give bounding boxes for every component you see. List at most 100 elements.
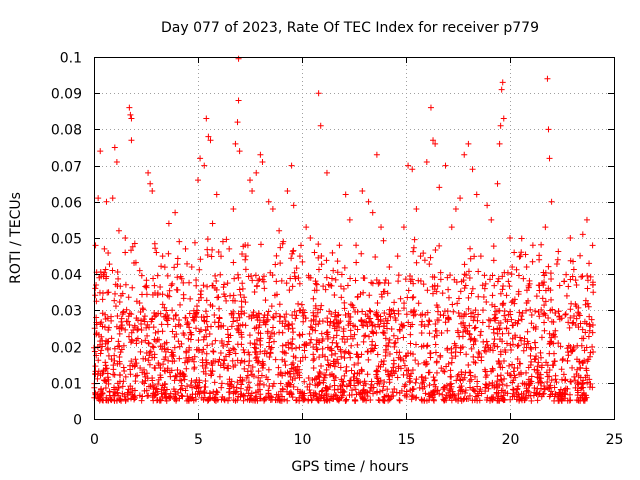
data-point bbox=[382, 276, 389, 283]
data-point bbox=[341, 305, 348, 312]
data-point bbox=[214, 389, 221, 396]
data-point bbox=[112, 303, 119, 310]
data-point bbox=[361, 318, 368, 325]
data-point bbox=[359, 187, 366, 194]
data-point bbox=[572, 377, 579, 384]
data-point bbox=[337, 283, 344, 290]
data-point bbox=[277, 244, 284, 251]
data-point bbox=[234, 119, 241, 126]
data-point bbox=[473, 393, 480, 400]
data-point bbox=[455, 397, 462, 404]
data-point bbox=[536, 287, 543, 294]
data-point bbox=[159, 301, 166, 308]
data-point bbox=[310, 357, 317, 364]
data-point bbox=[150, 324, 157, 331]
data-point bbox=[370, 347, 377, 354]
data-point bbox=[570, 266, 577, 273]
data-point bbox=[168, 282, 175, 289]
data-point bbox=[441, 386, 448, 393]
data-point bbox=[212, 272, 219, 279]
data-point bbox=[163, 307, 170, 314]
data-point bbox=[507, 342, 514, 349]
data-point bbox=[238, 298, 245, 305]
data-point bbox=[544, 75, 551, 82]
data-point bbox=[142, 283, 149, 290]
data-point bbox=[582, 301, 589, 308]
data-point bbox=[179, 385, 186, 392]
data-point bbox=[137, 348, 144, 355]
data-point bbox=[164, 311, 171, 318]
data-point bbox=[315, 321, 322, 328]
data-point bbox=[494, 378, 501, 385]
data-point bbox=[343, 396, 350, 403]
data-point bbox=[209, 282, 216, 289]
data-point bbox=[538, 364, 545, 371]
data-point bbox=[147, 348, 154, 355]
x-tick-label: 0 bbox=[90, 432, 99, 448]
data-point bbox=[366, 307, 373, 314]
data-point bbox=[566, 324, 573, 331]
data-point bbox=[226, 245, 233, 252]
data-point bbox=[234, 317, 241, 324]
data-point bbox=[499, 79, 506, 86]
data-point bbox=[351, 396, 358, 403]
data-point bbox=[254, 359, 261, 366]
data-point bbox=[481, 347, 488, 354]
data-point bbox=[547, 382, 554, 389]
data-point bbox=[386, 379, 393, 386]
data-point bbox=[209, 246, 216, 253]
data-point bbox=[368, 279, 375, 286]
data-point bbox=[448, 380, 455, 387]
data-point bbox=[461, 261, 468, 268]
data-point bbox=[375, 363, 382, 370]
data-point bbox=[245, 273, 252, 280]
data-point bbox=[312, 390, 319, 397]
data-point bbox=[132, 356, 139, 363]
data-point bbox=[409, 276, 416, 283]
data-point bbox=[353, 242, 360, 249]
data-point bbox=[386, 336, 393, 343]
data-point bbox=[125, 294, 132, 301]
data-point bbox=[462, 369, 469, 376]
data-point bbox=[171, 396, 178, 403]
data-point bbox=[257, 241, 264, 248]
data-point bbox=[192, 391, 199, 398]
data-point bbox=[447, 367, 454, 374]
data-point bbox=[450, 308, 457, 315]
data-point bbox=[488, 216, 495, 223]
data-point bbox=[541, 327, 548, 334]
data-point bbox=[510, 387, 517, 394]
data-point bbox=[374, 375, 381, 382]
data-point bbox=[250, 311, 257, 318]
data-point bbox=[281, 349, 288, 356]
data-point bbox=[123, 318, 130, 325]
data-point bbox=[108, 313, 115, 320]
data-point bbox=[512, 334, 519, 341]
data-point bbox=[301, 396, 308, 403]
data-point bbox=[307, 392, 314, 399]
data-point bbox=[412, 341, 419, 348]
data-point bbox=[382, 315, 389, 322]
data-point bbox=[550, 350, 557, 357]
data-point bbox=[523, 344, 530, 351]
data-point bbox=[569, 364, 576, 371]
data-point bbox=[469, 397, 476, 404]
data-point bbox=[204, 342, 211, 349]
data-point bbox=[358, 366, 365, 373]
data-point bbox=[232, 397, 239, 404]
data-point bbox=[180, 279, 187, 286]
data-point bbox=[237, 322, 244, 329]
data-point bbox=[425, 369, 432, 376]
data-point bbox=[341, 299, 348, 306]
data-point bbox=[445, 314, 452, 321]
data-point bbox=[284, 187, 291, 194]
data-point bbox=[239, 251, 246, 258]
data-point bbox=[315, 90, 322, 97]
data-point bbox=[497, 376, 504, 383]
data-point bbox=[312, 327, 319, 334]
data-point bbox=[475, 311, 482, 318]
data-point bbox=[434, 308, 441, 315]
data-point bbox=[400, 224, 407, 231]
data-point bbox=[159, 328, 166, 335]
data-point bbox=[556, 313, 563, 320]
